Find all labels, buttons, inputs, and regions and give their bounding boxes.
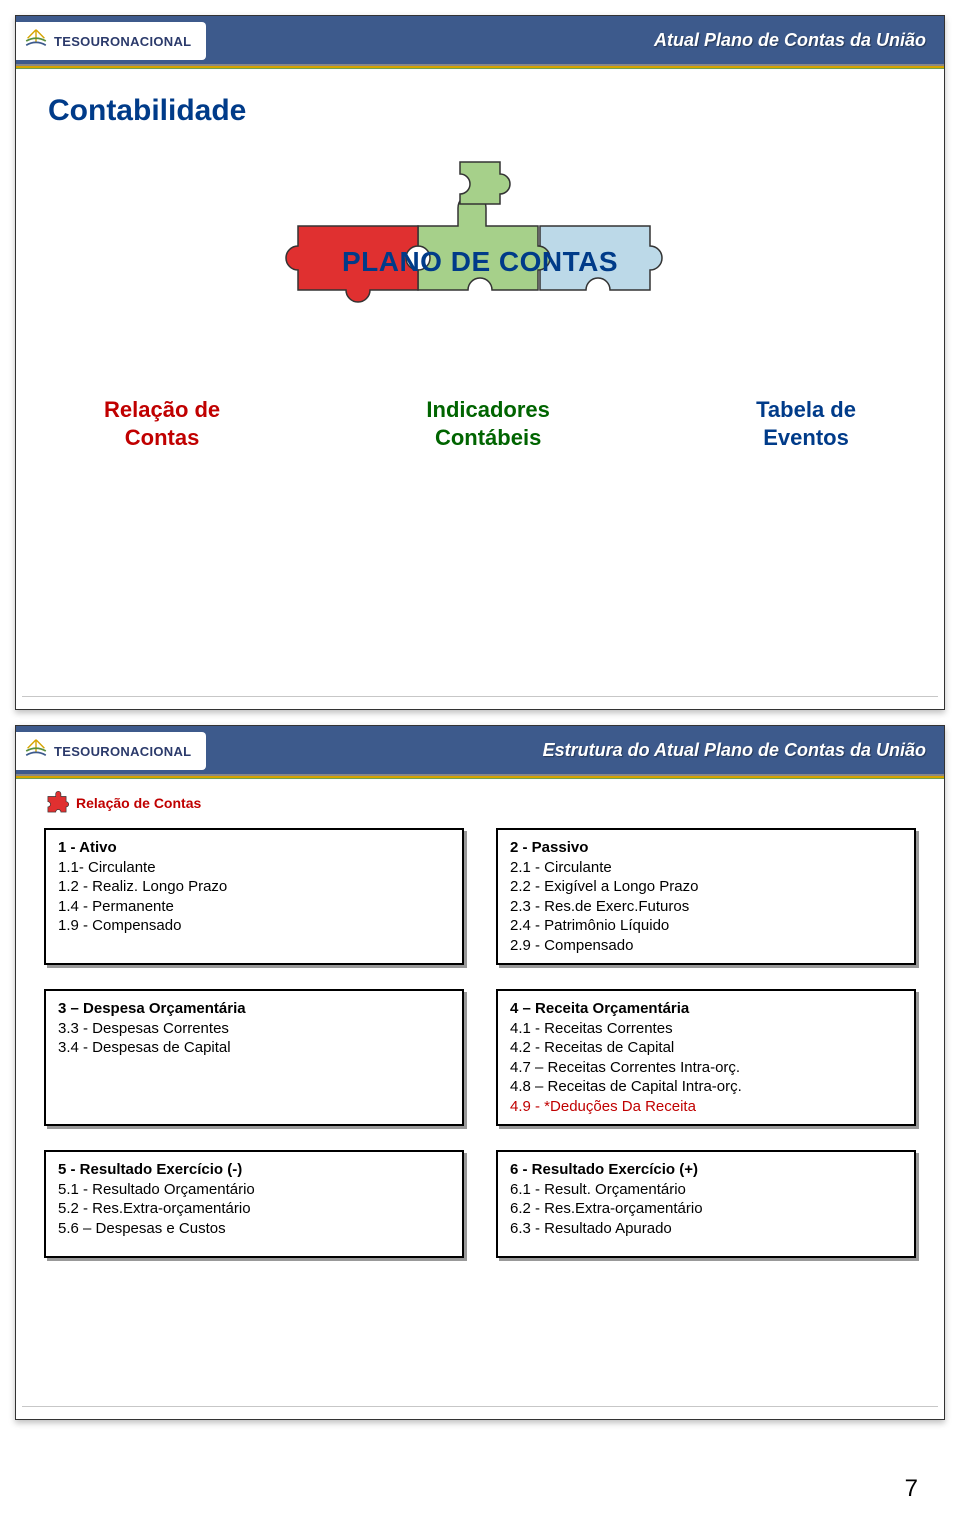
sub-header: Relação de Contas [44,790,201,816]
box-line: 2.3 - Res.de Exerc.Futuros [510,897,902,917]
header-title: Atual Plano de Contas da União [654,30,926,51]
footer-divider [22,1406,938,1407]
box-head: 4 – Receita Orçamentária [510,999,902,1019]
sub-header-text: Relação de Contas [76,795,201,811]
slide-header: TESOURONACIONAL Estrutura do Atual Plano… [16,726,944,776]
box-passivo: 2 - Passivo 2.1 - Circulante 2.2 - Exigí… [496,828,916,965]
box-head: 2 - Passivo [510,838,902,858]
box-receita-orcamentaria: 4 – Receita Orçamentária 4.1 - Receitas … [496,989,916,1126]
box-line: 1.1- Circulante [58,858,450,878]
logo-text: TESOURONACIONAL [54,34,191,49]
logo: TESOURONACIONAL [16,22,206,60]
box-line: 3.4 - Despesas de Capital [58,1038,450,1058]
box-line: 4.8 – Receitas de Capital Intra-orç. [510,1077,902,1097]
logo-icon [22,27,50,55]
col-line: Relação de [104,396,220,424]
slide-1: TESOURONACIONAL Atual Plano de Contas da… [15,15,945,710]
divider-green [16,778,944,779]
page-number: 7 [905,1475,918,1503]
accounts-grid: 1 - Ativo 1.1- Circulante 1.2 - Realiz. … [44,828,916,1258]
box-head: 3 – Despesa Orçamentária [58,999,450,1019]
box-despesa-orcamentaria: 3 – Despesa Orçamentária 3.3 - Despesas … [44,989,464,1126]
box-line: 1.9 - Compensado [58,916,450,936]
header-title: Estrutura do Atual Plano de Contas da Un… [543,740,926,761]
columns-row: Relação de Contas Indicadores Contábeis … [44,396,916,451]
box-line: 4.2 - Receitas de Capital [510,1038,902,1058]
box-line: 2.1 - Circulante [510,858,902,878]
box-resultado-neg: 5 - Resultado Exercício (-) 5.1 - Result… [44,1150,464,1258]
col-line: Eventos [756,424,856,452]
col-line: Contábeis [426,424,549,452]
col-relacao-contas: Relação de Contas [104,396,220,451]
col-line: Contas [104,424,220,452]
box-line: 6.1 - Result. Orçamentário [510,1180,902,1200]
col-line: Indicadores [426,396,549,424]
box-line: 2.4 - Patrimônio Líquido [510,916,902,936]
slide-header: TESOURONACIONAL Atual Plano de Contas da… [16,16,944,66]
box-line-red: 4.9 - *Deduções Da Receita [510,1097,902,1117]
col-indicadores: Indicadores Contábeis [426,396,549,451]
box-line: 5.1 - Resultado Orçamentário [58,1180,450,1200]
box-head: 1 - Ativo [58,838,450,858]
box-line: 4.1 - Receitas Correntes [510,1019,902,1039]
box-head: 6 - Resultado Exercício (+) [510,1160,902,1180]
logo-text: TESOURONACIONAL [54,744,191,759]
slide-body: Relação de Contas 1 - Ativo 1.1- Circula… [16,786,944,1401]
plano-de-contas-label: PLANO DE CONTAS [220,246,740,278]
footer-divider [22,696,938,697]
box-line: 4.7 – Receitas Correntes Intra-orç. [510,1058,902,1078]
col-tabela-eventos: Tabela de Eventos [756,396,856,451]
logo: TESOURONACIONAL [16,732,206,770]
slide-2: TESOURONACIONAL Estrutura do Atual Plano… [15,725,945,1420]
logo-icon [22,737,50,765]
col-line: Tabela de [756,396,856,424]
box-line: 3.3 - Despesas Correntes [58,1019,450,1039]
box-line: 1.2 - Realiz. Longo Prazo [58,877,450,897]
box-line: 6.3 - Resultado Apurado [510,1219,902,1239]
box-line: 5.6 – Despesas e Custos [58,1219,450,1239]
box-line: 5.2 - Res.Extra-orçamentário [58,1199,450,1219]
box-line: 1.4 - Permanente [58,897,450,917]
box-line: 6.2 - Res.Extra-orçamentário [510,1199,902,1219]
box-line: 2.9 - Compensado [510,936,902,956]
box-head: 5 - Resultado Exercício (-) [58,1160,450,1180]
box-resultado-pos: 6 - Resultado Exercício (+) 6.1 - Result… [496,1150,916,1258]
box-line: 2.2 - Exigível a Longo Prazo [510,877,902,897]
puzzle-small-icon [44,790,70,816]
puzzle-diagram: PLANO DE CONTAS [220,156,740,366]
box-ativo: 1 - Ativo 1.1- Circulante 1.2 - Realiz. … [44,828,464,965]
page-title: Contabilidade [48,94,916,128]
divider-green [16,68,944,69]
slide-body: Contabilidade PLANO DE CONTAS [16,76,944,691]
